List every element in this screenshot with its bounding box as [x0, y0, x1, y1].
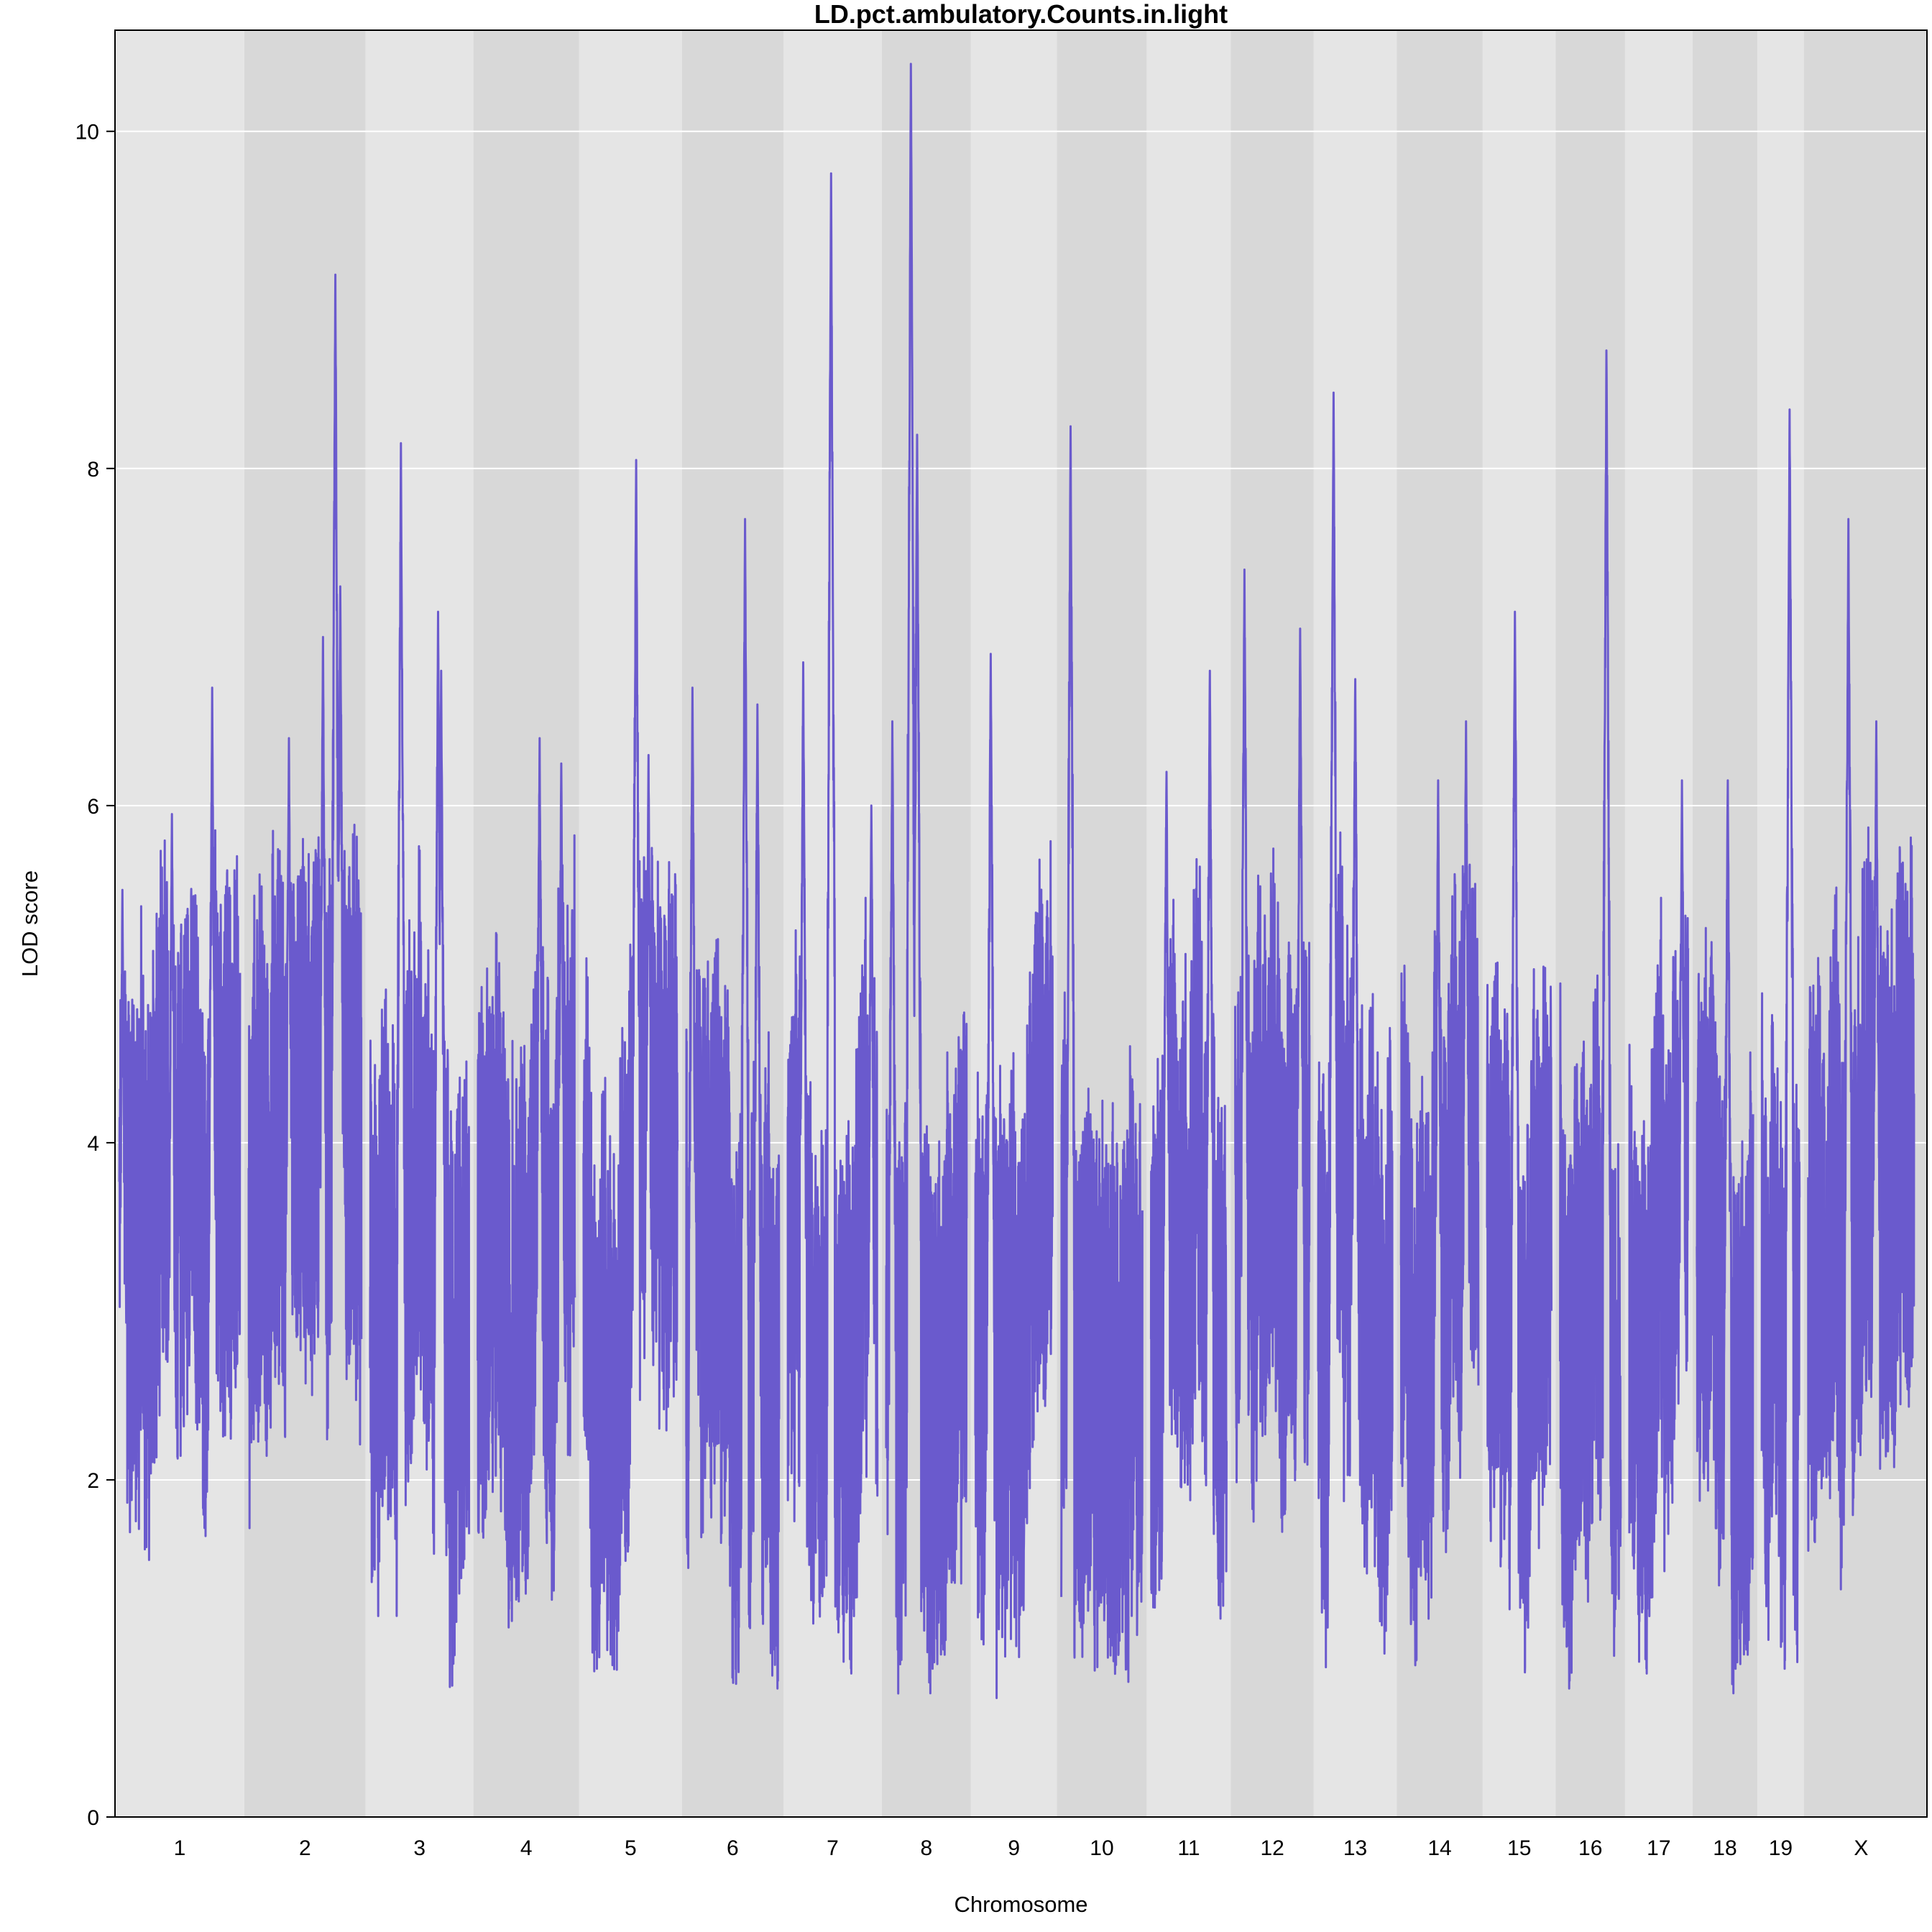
plot-frame: [114, 29, 1928, 1818]
lod-trace-chr-16: [1559, 349, 1622, 1690]
x-tick-label-13: 13: [1343, 1836, 1367, 1860]
y-tick-label-2: 2: [87, 1469, 99, 1493]
x-tick-label-14: 14: [1427, 1836, 1451, 1860]
y-tick-label-0: 0: [87, 1806, 99, 1830]
lod-series: [118, 63, 1915, 1699]
lod-trace-chr-12: [1234, 569, 1311, 1533]
lod-trace-chr-4: [477, 737, 576, 1629]
y-axis-label: LOD score: [17, 870, 42, 977]
x-tick-label-11: 11: [1177, 1836, 1200, 1860]
x-tick-label-3: 3: [413, 1836, 426, 1860]
x-tick-label-15: 15: [1507, 1836, 1531, 1860]
x-tick-label-2: 2: [299, 1836, 311, 1860]
x-tick-label-17: 17: [1647, 1836, 1670, 1860]
lod-trace-chr-3: [369, 442, 471, 1688]
y-tick-label-4: 4: [87, 1132, 99, 1156]
x-axis: 1 2 3 4 5 6 7 8 9 10 11 12 13 14 15 16 17 18 19 X: [174, 1836, 1869, 1860]
lod-trace-chr-1: [118, 686, 242, 1561]
x-tick-label-6: 6: [727, 1836, 739, 1860]
lod-trace-chr-2: [247, 273, 363, 1530]
x-tick-label-19: 19: [1769, 1836, 1793, 1860]
x-tick-label-10: 10: [1090, 1836, 1113, 1860]
x-tick-label-4: 4: [520, 1836, 533, 1860]
x-tick-label-12: 12: [1260, 1836, 1284, 1860]
y-axis: 0 2 4 6 8 10: [75, 121, 115, 1830]
y-tick-label-10: 10: [75, 121, 99, 144]
y-tick-label-6: 6: [87, 795, 99, 819]
lod-trace-chr-17: [1628, 779, 1690, 1675]
lod-trace-chr-11: [1149, 669, 1228, 1620]
lod-trace-chr-15: [1486, 610, 1552, 1674]
x-axis-label: Chromosome: [954, 1892, 1087, 1917]
lod-trace-chr-X: [1807, 518, 1915, 1591]
lod-trace-chr-8: [885, 63, 968, 1695]
chart-title: LD.pct.ambulatory.Counts.in.light: [814, 0, 1228, 29]
y-tick-label-8: 8: [87, 458, 99, 482]
lod-trace-chr-18: [1696, 779, 1754, 1695]
lod-trace-chr-19: [1760, 408, 1801, 1670]
lod-trace-chr-5: [582, 459, 679, 1673]
x-tick-label-9: 9: [1008, 1836, 1020, 1860]
x-tick-label-X: X: [1854, 1836, 1868, 1860]
lod-trace-chr-7: [786, 172, 879, 1675]
x-tick-label-16: 16: [1578, 1836, 1602, 1860]
x-tick-label-7: 7: [827, 1836, 839, 1860]
lod-trace-chr-6: [685, 518, 781, 1690]
lod-trace-chr-14: [1399, 720, 1480, 1667]
x-tick-label-1: 1: [174, 1836, 186, 1860]
lod-trace-chr-13: [1317, 391, 1394, 1669]
x-tick-label-8: 8: [921, 1836, 933, 1860]
lod-trace-chr-9: [974, 653, 1054, 1699]
x-tick-label-5: 5: [625, 1836, 637, 1860]
lod-trace-chr-10: [1060, 425, 1144, 1683]
x-tick-label-18: 18: [1713, 1836, 1736, 1860]
